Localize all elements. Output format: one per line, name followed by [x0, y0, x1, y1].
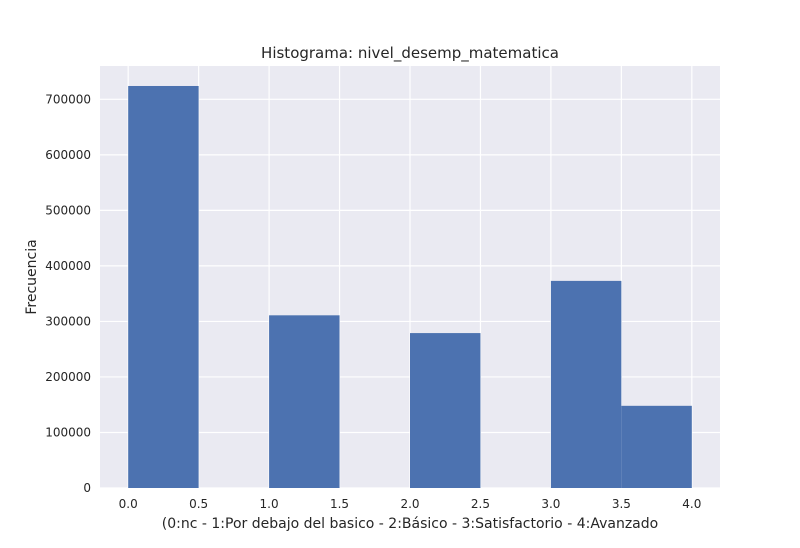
y-tick-label: 600000	[45, 148, 91, 162]
x-axis-ticks: 0.0 0.5 1.0 1.5 2.0 2.5 3.0 3.5 4.0	[119, 497, 702, 511]
x-tick-label: 0.0	[119, 497, 138, 511]
x-tick-label: 2.0	[400, 497, 419, 511]
histogram-bar	[128, 85, 199, 488]
y-tick-label: 200000	[45, 370, 91, 384]
y-tick-label: 0	[83, 481, 91, 495]
x-tick-label: 3.0	[541, 497, 560, 511]
x-tick-label: 1.5	[330, 497, 349, 511]
histogram-bar	[410, 333, 481, 488]
y-tick-label: 100000	[45, 425, 91, 439]
histogram-bar	[550, 280, 622, 488]
y-tick-label: 400000	[45, 259, 91, 273]
y-tick-label: 300000	[45, 314, 91, 328]
bars	[128, 85, 692, 488]
y-axis-label: Frecuencia	[24, 239, 40, 314]
y-tick-label: 700000	[45, 92, 91, 106]
x-axis-label: (0:nc - 1:Por debajo del basico - 2:Bási…	[162, 516, 658, 532]
chart-title: Histograma: nivel_desemp_matematica	[261, 44, 559, 63]
histogram-bar	[621, 405, 692, 488]
x-tick-label: 4.0	[682, 497, 701, 511]
y-tick-label: 500000	[45, 203, 91, 217]
y-axis-ticks: 0 100000 200000 300000 400000 500000 600000 700…	[45, 92, 91, 495]
x-tick-label: 2.5	[471, 497, 490, 511]
x-tick-label: 3.5	[612, 497, 631, 511]
x-tick-label: 0.5	[189, 497, 208, 511]
histogram-bar	[269, 315, 340, 488]
x-tick-label: 1.0	[260, 497, 279, 511]
